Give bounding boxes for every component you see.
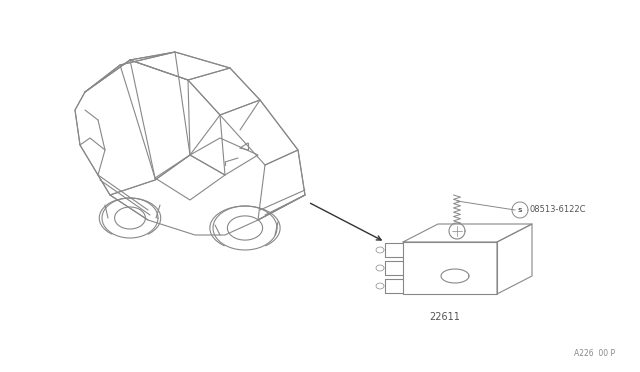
Text: A226  00 P: A226 00 P — [574, 349, 615, 358]
Text: S: S — [518, 208, 522, 212]
Text: 08513-6122C: 08513-6122C — [530, 205, 586, 215]
Text: 22611: 22611 — [429, 312, 460, 322]
